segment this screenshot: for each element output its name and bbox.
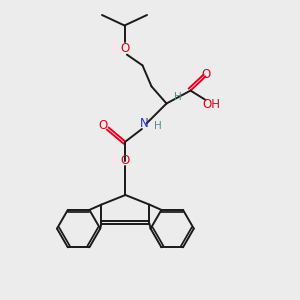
Text: O: O [121,154,130,167]
Text: O: O [202,68,211,81]
Text: O: O [120,42,129,55]
Text: H: H [154,121,162,131]
Text: OH: OH [202,98,220,111]
Text: O: O [98,119,107,132]
Text: N: N [140,117,148,130]
Text: H: H [174,92,182,102]
